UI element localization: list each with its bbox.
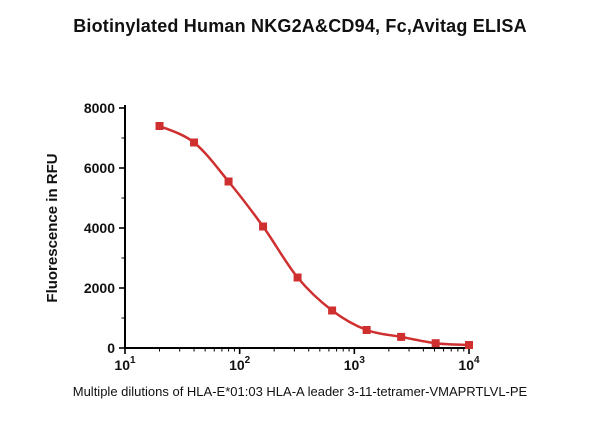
data-point [397,332,406,341]
fit-curve [158,124,471,347]
y-tick-label: 0 [107,340,115,356]
y-tick-label: 4000 [84,220,115,236]
data-point [155,122,164,130]
y-tick-label: 6000 [84,160,115,176]
axes [124,105,471,349]
x-tick-label: 101 [114,355,136,373]
y-tick-label: 2000 [84,280,115,296]
x-tick-label: 103 [344,355,366,373]
data-point [224,177,233,186]
data-point [328,306,337,315]
x-tick-label: 102 [229,355,251,373]
data-point [362,326,371,334]
x-tick-label: 104 [458,355,480,373]
y-tick-label: 8000 [84,100,115,116]
y-axis-label: Fluorescence in RFU [44,153,61,302]
data-point [465,341,473,349]
data-point [293,273,302,282]
data-point [431,339,440,348]
chart-title: Biotinylated Human NKG2A&CD94, Fc,Avitag… [73,16,527,36]
data-point [259,222,268,231]
x-axis-caption: Multiple dilutions of HLA-E*01:03 HLA-A … [72,384,528,399]
data-point [190,138,199,147]
